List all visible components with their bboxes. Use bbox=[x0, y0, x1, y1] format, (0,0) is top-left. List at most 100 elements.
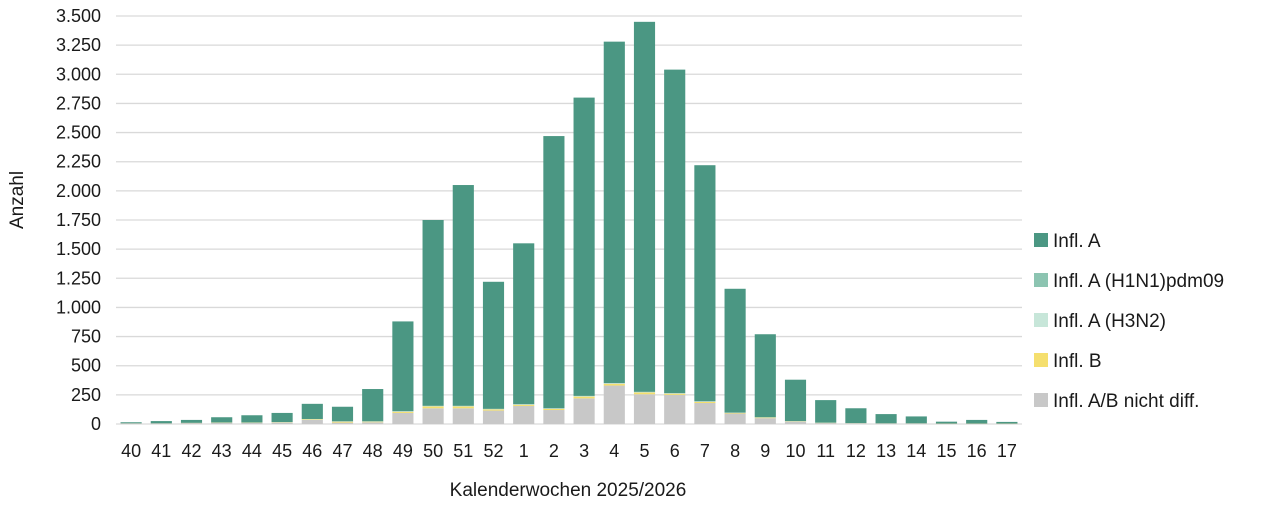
y-tick-label: 2.500 bbox=[56, 123, 101, 143]
legend-entry: Infl. A (H1N1)pdm09 bbox=[1053, 271, 1224, 292]
x-tick-label: 52 bbox=[483, 441, 503, 461]
bar-8-infl-b bbox=[724, 412, 746, 414]
y-tick-label: 1.000 bbox=[56, 297, 101, 317]
y-tick-label: 750 bbox=[71, 327, 101, 347]
legend-entry: Infl. B bbox=[1053, 351, 1102, 372]
x-tick-label: 45 bbox=[272, 441, 292, 461]
bar-40-infl-a-b-nicht-diff- bbox=[120, 423, 142, 424]
bars bbox=[120, 21, 1018, 424]
bar-6-infl-a bbox=[664, 69, 686, 394]
y-tick-label: 3.500 bbox=[56, 6, 101, 26]
legend-swatch bbox=[1034, 233, 1048, 247]
y-tick-label: 3.000 bbox=[56, 64, 101, 84]
bar-51-infl-a bbox=[452, 185, 474, 406]
legend: Infl. A Infl. A (H1N1)pdm09 Infl. A (H3N2)… bbox=[1034, 231, 1224, 412]
bar-52-infl-b bbox=[482, 409, 505, 411]
bar-48-infl-b bbox=[362, 421, 384, 423]
bar-7-infl-a bbox=[694, 165, 716, 402]
y-tick-label: 3.250 bbox=[56, 35, 101, 55]
bar-45-infl-a bbox=[271, 412, 293, 423]
bar-49-infl-a-b-nicht-diff- bbox=[392, 412, 414, 424]
x-tick-label: 4 bbox=[609, 441, 619, 461]
bar-52-infl-a bbox=[482, 281, 505, 409]
bar-40-infl-a bbox=[120, 422, 142, 424]
x-tick-label: 17 bbox=[997, 441, 1017, 461]
x-tick-label: 10 bbox=[785, 441, 805, 461]
bar-5-infl-b bbox=[633, 392, 656, 395]
x-tick-label: 46 bbox=[302, 441, 322, 461]
x-tick-label: 7 bbox=[700, 441, 710, 461]
bar-50-infl-b bbox=[422, 406, 444, 409]
x-tick-label: 43 bbox=[212, 441, 232, 461]
x-tick-label: 49 bbox=[393, 441, 413, 461]
bar-4-infl-a-b-nicht-diff- bbox=[603, 385, 625, 424]
legend-swatch bbox=[1034, 393, 1048, 407]
bar-52-infl-a-b-nicht-diff- bbox=[482, 410, 505, 424]
bar-50-infl-a bbox=[422, 220, 444, 406]
bar-15-infl-a bbox=[935, 421, 958, 424]
bar-51-infl-a-b-nicht-diff- bbox=[452, 408, 474, 424]
bar-41-infl-a-b-nicht-diff- bbox=[150, 423, 172, 424]
x-tick-label: 11 bbox=[816, 441, 835, 461]
y-tick-label: 1.250 bbox=[56, 268, 101, 288]
x-axis-tick-labels: 40 41 42 43 44 45 46 47 48 49 50 51 52 1 2 3 4 5 6 7 8 9 10 11 1… bbox=[121, 441, 1017, 461]
x-tick-label: 48 bbox=[363, 441, 383, 461]
y-tick-label: 0 bbox=[91, 414, 101, 434]
y-axis-tick-labels: 0 250 500 750 1.000 1.250 1.500 1.750 2.000 2.250… bbox=[56, 6, 101, 434]
y-tick-label: 2.750 bbox=[56, 93, 101, 113]
bar-2-infl-b bbox=[543, 408, 565, 411]
x-tick-label: 16 bbox=[967, 441, 987, 461]
bar-10-infl-a-b-nicht-diff- bbox=[784, 421, 807, 424]
bar-7-infl-b bbox=[694, 401, 716, 404]
bar-14-infl-a bbox=[905, 416, 927, 424]
bar-5-infl-a-b-nicht-diff- bbox=[633, 394, 656, 424]
y-tick-label: 250 bbox=[71, 385, 101, 405]
bar-12-infl-a bbox=[845, 408, 867, 424]
bar-47-infl-b bbox=[331, 421, 354, 423]
x-tick-label: 42 bbox=[181, 441, 201, 461]
bar-44-infl-a-b-nicht-diff- bbox=[241, 422, 263, 424]
bar-3-infl-b bbox=[573, 396, 595, 399]
x-tick-label: 13 bbox=[876, 441, 896, 461]
bar-43-infl-a-b-nicht-diff- bbox=[211, 422, 233, 424]
bar-42-infl-a-b-nicht-diff- bbox=[180, 423, 203, 424]
bar-46-infl-a-b-nicht-diff- bbox=[301, 419, 323, 424]
bar-11-infl-a-b-nicht-diff- bbox=[815, 423, 837, 424]
bar-4-infl-a bbox=[603, 41, 625, 384]
bar-6-infl-b bbox=[664, 393, 686, 395]
bar-10-infl-a bbox=[784, 379, 807, 422]
bar-48-infl-a-b-nicht-diff- bbox=[362, 422, 384, 424]
x-tick-label: 50 bbox=[423, 441, 443, 461]
x-tick-label: 8 bbox=[730, 441, 740, 461]
legend-swatch bbox=[1034, 353, 1048, 367]
gridlines bbox=[116, 15, 1022, 425]
bar-8-infl-a bbox=[724, 288, 746, 413]
x-tick-label: 44 bbox=[242, 441, 262, 461]
bar-47-infl-a bbox=[331, 406, 354, 422]
bar-9-infl-b bbox=[754, 417, 776, 419]
x-tick-label: 51 bbox=[453, 441, 473, 461]
bar-50-infl-a-b-nicht-diff- bbox=[422, 408, 444, 424]
x-tick-label: 5 bbox=[639, 441, 649, 461]
x-tick-label: 9 bbox=[760, 441, 770, 461]
x-tick-label: 2 bbox=[549, 441, 559, 461]
bar-8-infl-a-b-nicht-diff- bbox=[724, 413, 746, 424]
legend-swatch bbox=[1034, 313, 1048, 327]
bar-2-infl-a bbox=[543, 136, 565, 409]
legend-entry: Infl. A bbox=[1053, 231, 1101, 252]
bar-1-infl-a bbox=[513, 243, 535, 405]
y-tick-label: 2.000 bbox=[56, 181, 101, 201]
bar-13-infl-a bbox=[875, 414, 897, 424]
x-tick-label: 3 bbox=[579, 441, 589, 461]
bar-4-infl-b bbox=[603, 383, 625, 386]
y-tick-label: 1.500 bbox=[56, 239, 101, 259]
legend-entry: Infl. A/B nicht diff. bbox=[1053, 391, 1199, 412]
bar-5-infl-a bbox=[633, 21, 656, 392]
bar-43-infl-a bbox=[211, 417, 233, 423]
bar-41-infl-a bbox=[150, 421, 172, 424]
bar-9-infl-a bbox=[754, 334, 776, 418]
bar-17-infl-a bbox=[996, 421, 1018, 424]
x-tick-label: 6 bbox=[670, 441, 680, 461]
bar-44-infl-a bbox=[241, 415, 263, 423]
